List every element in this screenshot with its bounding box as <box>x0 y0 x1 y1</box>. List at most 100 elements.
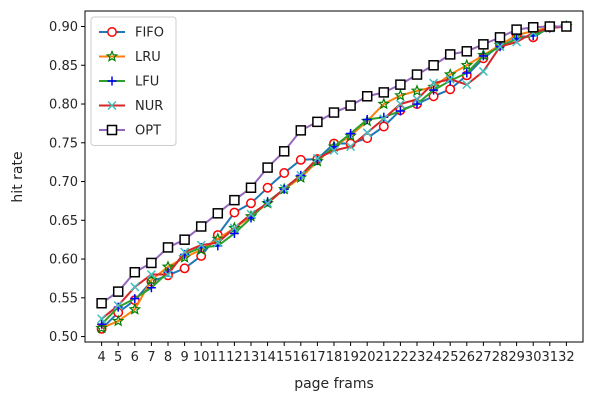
data-point <box>279 168 290 178</box>
x-tick-label: 29 <box>508 350 525 365</box>
data-point <box>495 42 505 52</box>
y-tick-label: 0.65 <box>49 214 78 229</box>
x-tick-label: 11 <box>210 350 227 365</box>
x-tick-label: 31 <box>542 350 559 365</box>
data-point <box>445 74 455 84</box>
data-point <box>494 32 506 43</box>
data-point <box>462 80 472 90</box>
x-tick-label: 9 <box>180 350 188 365</box>
data-point <box>229 228 239 238</box>
data-point <box>196 240 206 250</box>
x-tick-label: 14 <box>259 350 276 365</box>
data-point <box>478 39 489 50</box>
data-point <box>146 283 156 293</box>
series-nur <box>97 21 571 324</box>
legend-entry-opt: OPT <box>99 124 161 139</box>
data-point <box>511 24 522 35</box>
data-point <box>312 116 323 128</box>
data-point <box>229 194 240 206</box>
data-point <box>412 94 422 104</box>
data-point <box>128 302 142 315</box>
y-tick-label: 0.85 <box>49 59 78 74</box>
data-point <box>411 69 423 80</box>
legend-entry-lfu: LFU <box>99 75 159 90</box>
data-point <box>295 125 307 136</box>
x-axis-label: page frams <box>294 376 374 392</box>
data-point <box>245 182 257 193</box>
legend-entry-lru: LRU <box>99 49 161 65</box>
data-point <box>429 78 439 88</box>
data-point <box>112 286 124 297</box>
data-point <box>461 46 473 57</box>
x-tick-label: 16 <box>293 350 310 365</box>
data-point <box>179 234 190 245</box>
data-point <box>460 58 474 71</box>
data-point <box>295 154 306 165</box>
data-point <box>512 37 522 47</box>
y-tick-label: 0.60 <box>49 253 78 268</box>
data-point <box>263 198 273 208</box>
data-point <box>410 84 424 97</box>
x-tick-label: 21 <box>376 350 393 365</box>
data-point <box>262 182 273 193</box>
data-point <box>561 21 572 32</box>
legend-label: FIFO <box>135 26 164 41</box>
series-layer <box>95 19 573 334</box>
data-point <box>229 223 239 233</box>
x-tick-label: 15 <box>276 350 293 365</box>
legend-marker <box>106 124 118 136</box>
x-tick-label: 32 <box>558 350 575 365</box>
x-tick-label: 22 <box>392 350 409 365</box>
y-tick-label: 0.50 <box>49 330 78 345</box>
data-point <box>180 247 190 257</box>
x-tick-label: 13 <box>243 350 260 365</box>
x-tick-label: 12 <box>226 350 243 365</box>
data-point <box>378 87 390 98</box>
y-tick-label: 0.75 <box>49 136 78 151</box>
data-point <box>162 242 174 253</box>
data-point <box>246 209 256 219</box>
data-point <box>478 66 488 76</box>
data-point <box>395 106 405 116</box>
x-tick-label: 30 <box>525 350 542 365</box>
series-opt <box>96 21 572 309</box>
data-point <box>328 107 340 118</box>
x-tick-label: 8 <box>164 350 172 365</box>
legend-entry-nur: NUR <box>99 99 163 114</box>
x-tick-label: 17 <box>309 350 326 365</box>
y-tick-label: 0.90 <box>49 20 78 35</box>
x-tick-label: 6 <box>131 350 139 365</box>
data-point <box>97 314 107 324</box>
x-tick-label: 28 <box>492 350 509 365</box>
x-tick-label: 25 <box>442 350 459 365</box>
data-point <box>429 85 439 95</box>
data-point <box>278 146 290 157</box>
x-tick-label: 4 <box>97 350 105 365</box>
legend-marker <box>107 100 117 111</box>
data-point <box>129 266 141 278</box>
x-tick-label: 10 <box>193 350 210 365</box>
x-tick-label: 20 <box>359 350 376 365</box>
y-axis-ticks: 0.50 0.55 0.60 0.65 0.70 0.75 0.80 0.85 0.90 <box>49 20 85 345</box>
data-point <box>95 321 108 334</box>
legend: FIFO LRU LFU NUR OPT <box>90 16 177 146</box>
data-point <box>296 170 306 180</box>
data-point <box>362 128 372 138</box>
y-tick-label: 0.70 <box>49 175 78 190</box>
data-point <box>229 207 240 218</box>
data-point <box>96 297 107 309</box>
data-point <box>163 270 173 280</box>
x-tick-label: 18 <box>326 350 343 365</box>
data-point <box>279 183 289 194</box>
data-point <box>195 221 207 232</box>
legend-label: OPT <box>135 124 161 139</box>
data-point <box>97 319 107 329</box>
data-point <box>378 121 389 132</box>
data-point <box>146 257 157 269</box>
data-point <box>113 301 123 311</box>
data-point <box>211 232 225 245</box>
y-tick-label: 0.80 <box>49 98 78 113</box>
data-point <box>346 142 356 152</box>
data-point <box>527 22 539 33</box>
